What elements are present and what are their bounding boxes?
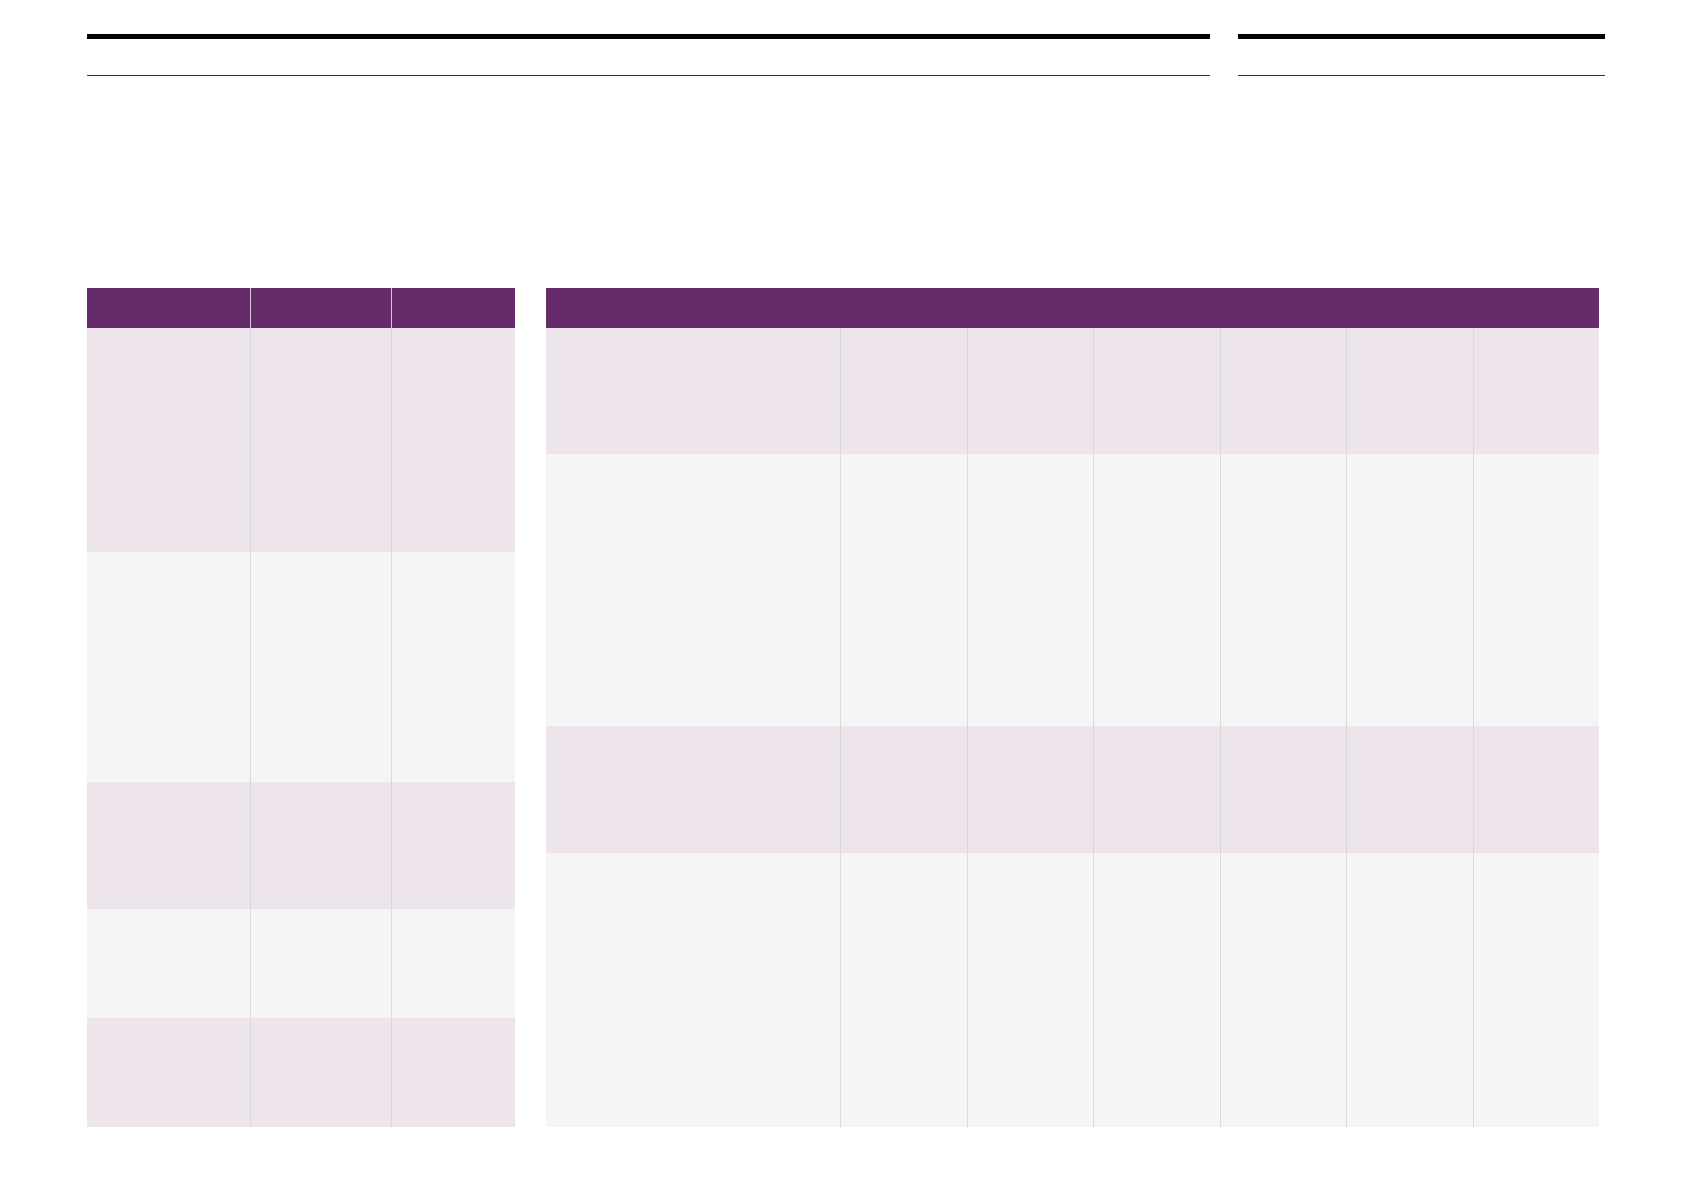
- table-cell: [1346, 454, 1474, 726]
- table-cell: [250, 328, 392, 552]
- table-cell: [250, 552, 392, 782]
- table-row: [546, 726, 1599, 853]
- table-cell: [967, 454, 1094, 726]
- table-cell: [250, 782, 392, 909]
- table-cell: [967, 328, 1094, 454]
- table-row: [87, 782, 515, 909]
- table-cell: [87, 328, 251, 552]
- table-cell: [1220, 853, 1347, 1127]
- right-table-header-cell: [546, 288, 1599, 328]
- table-cell: [1346, 853, 1474, 1127]
- table-cell: [1220, 726, 1347, 853]
- table-cell: [840, 328, 968, 454]
- table-cell: [546, 328, 841, 454]
- table-cell: [1473, 853, 1599, 1127]
- table-cell: [1346, 726, 1474, 853]
- table-cell: [546, 853, 841, 1127]
- table-cell: [967, 853, 1094, 1127]
- table-cell: [1093, 454, 1221, 726]
- table-cell: [1093, 328, 1221, 454]
- table-cell: [840, 853, 968, 1127]
- table-row: [546, 454, 1599, 726]
- table-row: [87, 328, 515, 552]
- table-cell: [1093, 726, 1221, 853]
- table-row: [546, 853, 1599, 1127]
- table-cell: [967, 726, 1094, 853]
- table-row: [87, 552, 515, 782]
- table-cell: [250, 909, 392, 1018]
- table-cell: [1346, 328, 1474, 454]
- right-table: [546, 288, 1599, 1127]
- left-table-header-cell: [250, 288, 392, 328]
- left-table-header-cell: [391, 288, 515, 328]
- table-cell: [1220, 454, 1347, 726]
- table-cell: [840, 726, 968, 853]
- table-cell: [840, 454, 968, 726]
- top-rule-left-thin: [87, 75, 1210, 76]
- left-table-header-row: [87, 288, 515, 328]
- table-cell: [1473, 328, 1599, 454]
- table-cell: [1220, 328, 1347, 454]
- table-cell: [391, 909, 515, 1018]
- table-cell: [546, 726, 841, 853]
- table-cell: [1093, 853, 1221, 1127]
- table-cell: [1473, 454, 1599, 726]
- table-cell: [87, 552, 251, 782]
- table-cell: [87, 782, 251, 909]
- top-rule-left-thick: [87, 34, 1210, 39]
- table-cell: [391, 552, 515, 782]
- left-table: [87, 288, 515, 1127]
- table-row: [546, 328, 1599, 454]
- table-row: [87, 909, 515, 1018]
- table-cell: [391, 1018, 515, 1127]
- top-rule-right-thin: [1238, 75, 1605, 76]
- table-row: [87, 1018, 515, 1127]
- table-cell: [87, 1018, 251, 1127]
- left-table-header-cell: [87, 288, 251, 328]
- right-table-header-row: [546, 288, 1599, 328]
- top-rule-right-thick: [1238, 34, 1605, 39]
- table-cell: [1473, 726, 1599, 853]
- table-cell: [391, 782, 515, 909]
- table-cell: [250, 1018, 392, 1127]
- table-cell: [546, 454, 841, 726]
- table-cell: [87, 909, 251, 1018]
- table-cell: [391, 328, 515, 552]
